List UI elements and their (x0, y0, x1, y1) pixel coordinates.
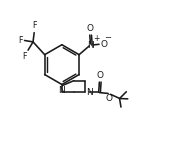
Text: F: F (18, 36, 23, 45)
Text: N: N (59, 86, 65, 95)
Text: +: + (93, 34, 99, 43)
Text: N: N (87, 40, 94, 50)
Text: F: F (32, 21, 36, 30)
Text: O: O (87, 24, 94, 33)
Text: −: − (104, 33, 111, 42)
Text: F: F (22, 52, 27, 60)
Text: O: O (97, 71, 104, 80)
Text: N: N (87, 88, 93, 97)
Text: O: O (101, 40, 108, 49)
Text: O: O (106, 94, 113, 103)
